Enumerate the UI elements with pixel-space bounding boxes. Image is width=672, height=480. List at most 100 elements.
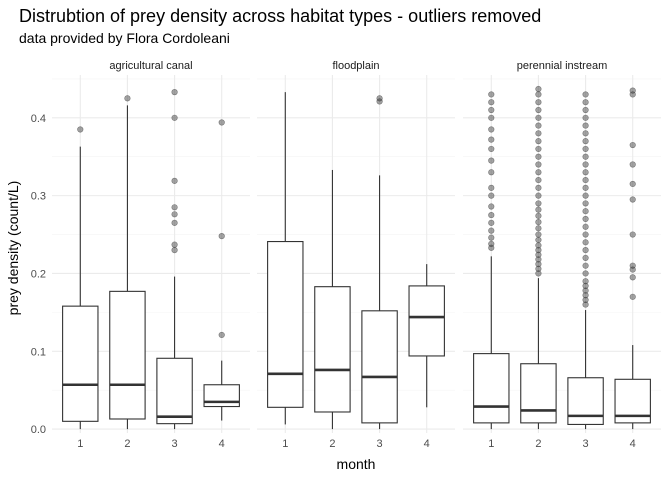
boxplot-3 bbox=[156, 89, 193, 430]
box bbox=[567, 377, 604, 425]
outlier-point bbox=[582, 254, 589, 261]
facet-strip-label: perennial instream bbox=[517, 60, 608, 72]
x-tick-label: 4 bbox=[630, 438, 636, 450]
outlier-point bbox=[535, 225, 542, 232]
outlier-point bbox=[535, 99, 542, 106]
outlier-point bbox=[582, 161, 589, 168]
box bbox=[109, 290, 146, 420]
box bbox=[408, 285, 445, 357]
outlier-point bbox=[582, 270, 589, 277]
outlier-point bbox=[582, 223, 589, 230]
outlier-point bbox=[77, 126, 84, 133]
box bbox=[520, 363, 557, 424]
outlier-point bbox=[124, 95, 131, 102]
facet-panel: agricultural canal 1 2 3 4 0.0 0.1 0.2 0.3 0.4 bbox=[31, 60, 250, 450]
x-tick-label: 1 bbox=[488, 438, 494, 450]
outlier-point bbox=[535, 247, 542, 254]
outlier-point bbox=[582, 145, 589, 153]
outlier-point bbox=[582, 231, 589, 238]
boxplot-4 bbox=[203, 119, 240, 421]
outlier-point bbox=[582, 138, 589, 145]
outlier-point bbox=[171, 211, 178, 218]
outlier-point bbox=[535, 91, 542, 98]
outlier-point bbox=[535, 138, 542, 145]
outlier-point bbox=[582, 292, 589, 299]
chart-subtitle: data provided by Flora Cordoleani bbox=[19, 30, 230, 46]
boxplot-3 bbox=[361, 95, 398, 430]
outlier-point bbox=[488, 91, 495, 98]
x-tick-label: 4 bbox=[424, 438, 430, 450]
outlier-point bbox=[488, 227, 495, 234]
outlier-point bbox=[535, 85, 542, 93]
outlier-point bbox=[535, 106, 542, 114]
outlier-point bbox=[535, 236, 542, 244]
outlier-point bbox=[582, 287, 589, 294]
boxplot-2 bbox=[314, 169, 351, 430]
outlier-point bbox=[488, 169, 495, 176]
outlier-point bbox=[582, 192, 589, 199]
outlier-point bbox=[582, 114, 589, 121]
box bbox=[267, 240, 304, 408]
outlier-point bbox=[218, 331, 225, 339]
outlier-point bbox=[488, 145, 495, 153]
outlier-point bbox=[376, 95, 383, 102]
outlier-point bbox=[582, 130, 589, 137]
box bbox=[203, 384, 240, 408]
outlier-point bbox=[582, 99, 589, 106]
outlier-point bbox=[582, 91, 589, 98]
facet-strip-label: agricultural canal bbox=[109, 60, 192, 72]
box bbox=[62, 305, 99, 422]
box bbox=[314, 286, 351, 413]
x-tick-label: 2 bbox=[535, 438, 541, 450]
outlier-point bbox=[582, 247, 589, 254]
outlier-point bbox=[582, 169, 589, 176]
y-tick-label: 0.0 bbox=[31, 424, 46, 436]
outlier-point bbox=[488, 211, 495, 219]
outlier-point bbox=[535, 212, 542, 219]
x-tick-label: 3 bbox=[377, 438, 383, 450]
outlier-point bbox=[535, 192, 542, 199]
outlier-point bbox=[535, 153, 542, 160]
boxplot-1 bbox=[62, 126, 99, 430]
outlier-point bbox=[629, 141, 636, 149]
facet-panel: floodplain 1 2 3 4 bbox=[257, 60, 455, 450]
outlier-point bbox=[535, 145, 542, 153]
x-axis-title: month bbox=[337, 456, 376, 472]
outlier-point bbox=[629, 180, 636, 188]
outlier-point bbox=[582, 200, 589, 207]
x-tick-label: 4 bbox=[219, 438, 225, 450]
outlier-point bbox=[582, 296, 589, 304]
outlier-point bbox=[535, 242, 542, 249]
outlier-point bbox=[171, 247, 178, 254]
outlier-point bbox=[582, 278, 589, 285]
outlier-point bbox=[582, 122, 589, 129]
outlier-point bbox=[629, 293, 636, 300]
boxplot-1 bbox=[267, 92, 304, 425]
boxplot-3 bbox=[567, 91, 604, 430]
outlier-point bbox=[535, 169, 542, 176]
outlier-point bbox=[629, 274, 636, 281]
y-tick-label: 0.3 bbox=[31, 191, 46, 203]
x-tick-label: 1 bbox=[77, 438, 83, 450]
outlier-point bbox=[582, 106, 589, 114]
outlier-point bbox=[488, 192, 495, 199]
outlier-point bbox=[582, 282, 589, 290]
outlier-point bbox=[488, 136, 495, 143]
outlier-point bbox=[535, 200, 542, 207]
outlier-point bbox=[171, 241, 178, 248]
outlier-point bbox=[171, 219, 178, 226]
outlier-point bbox=[535, 122, 542, 129]
y-tick-label: 0.4 bbox=[31, 113, 46, 125]
y-tick-label: 0.2 bbox=[31, 268, 46, 280]
outlier-point bbox=[535, 114, 542, 121]
outlier-point bbox=[535, 218, 542, 226]
outlier-point bbox=[535, 161, 542, 168]
x-tick-label: 3 bbox=[583, 438, 589, 450]
facet-panels: agricultural canal 1 2 3 4 0.0 0.1 0.2 0.3 0.4 flo… bbox=[31, 60, 661, 450]
outlier-point bbox=[582, 153, 589, 160]
boxplot-4 bbox=[614, 87, 651, 430]
outlier-point bbox=[218, 119, 225, 126]
outlier-point bbox=[171, 204, 178, 211]
outlier-point bbox=[535, 261, 542, 268]
outlier-point bbox=[488, 126, 495, 133]
